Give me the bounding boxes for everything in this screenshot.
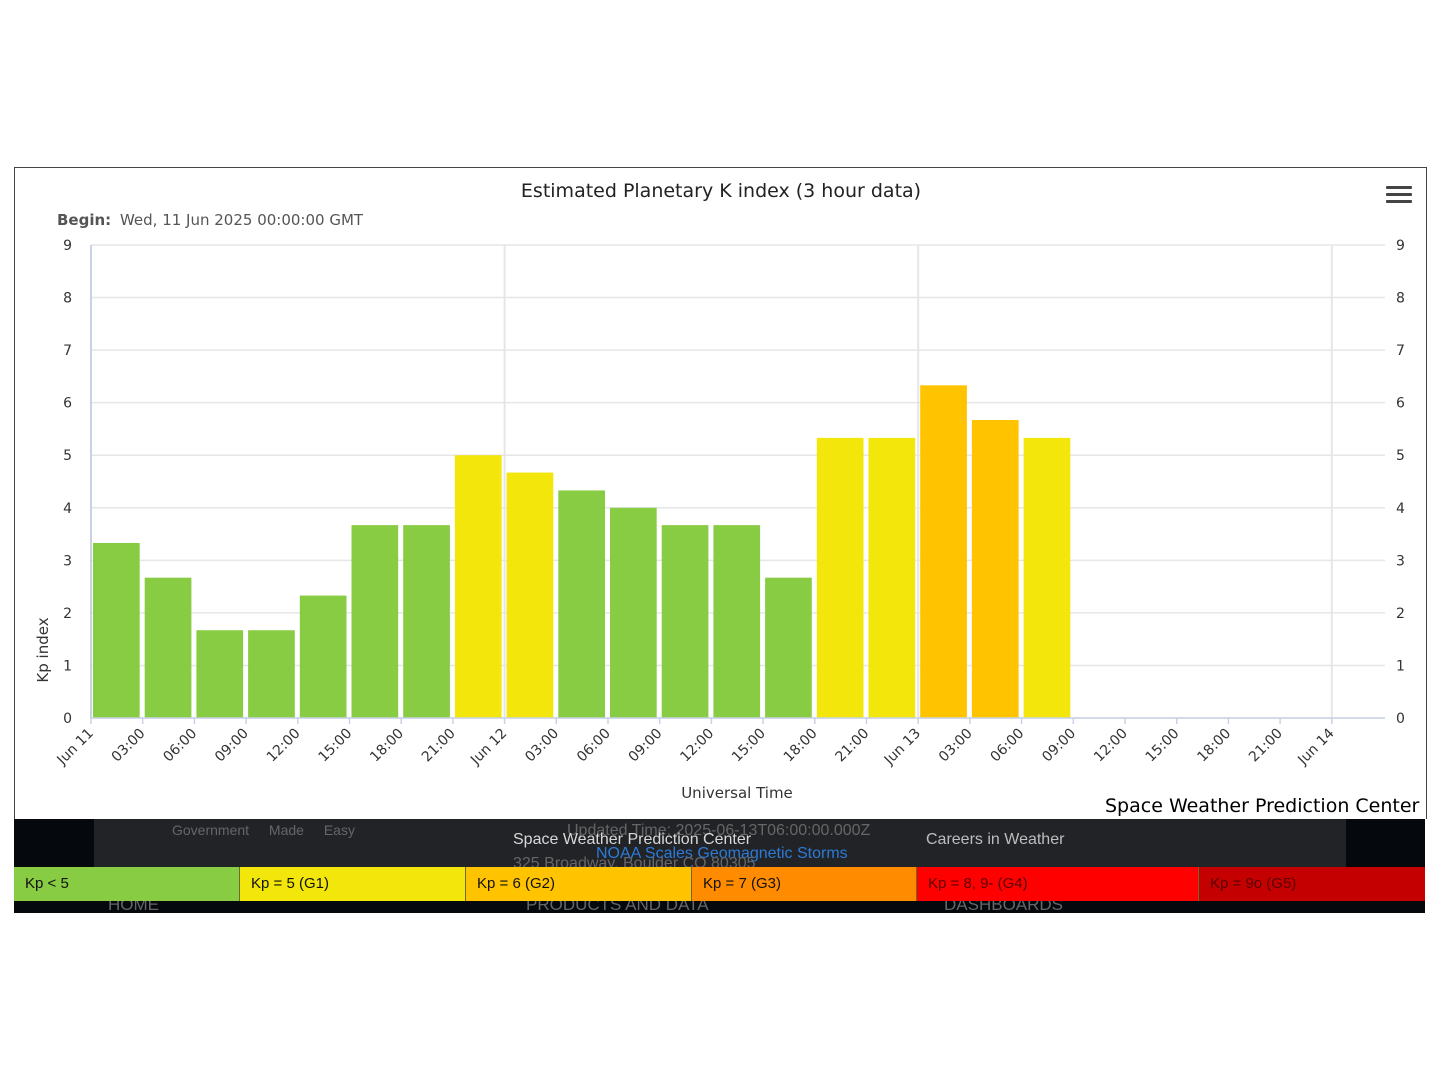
x-tick-label: 09:00: [212, 726, 252, 766]
kp-bar[interactable]: [920, 385, 967, 718]
y-tick-label-right: 9: [1396, 238, 1405, 254]
y-tick-label: 6: [63, 396, 72, 412]
x-tick-label: 12:00: [264, 726, 304, 766]
subtitle-value: Wed, 11 Jun 2025 00:00:00 GMT: [120, 211, 364, 229]
chart-subtitle: Begin: Wed, 11 Jun 2025 00:00:00 GMT: [57, 211, 364, 229]
y-tick-label: 7: [63, 343, 72, 359]
x-tick-label: 15:00: [1143, 726, 1183, 766]
kp-bar[interactable]: [713, 525, 761, 718]
background-page-footer-inner: [94, 819, 1346, 867]
x-tick-label: 12:00: [1091, 726, 1131, 766]
y-tick-label: 9: [63, 238, 72, 254]
scale-item-g2[interactable]: Kp = 6 (G2): [466, 867, 692, 901]
geomagnetic-scale-legend: Kp < 5 Kp = 5 (G1) Kp = 6 (G2) Kp = 7 (G…: [14, 867, 1425, 901]
chart-title: Estimated Planetary K index (3 hour data…: [521, 180, 921, 202]
kp-bar[interactable]: [661, 525, 709, 718]
y-tick-label-right: 1: [1396, 658, 1405, 674]
y-tick-label: 8: [63, 291, 72, 307]
menu-line: [1386, 200, 1412, 203]
updated-time: Updated Time: 2025-06-13T06:00:00.000Z: [567, 822, 871, 839]
kp-bar[interactable]: [403, 525, 450, 718]
y-tick-label: 3: [63, 553, 72, 569]
x-axis-title: Universal Time: [681, 784, 793, 802]
x-tick-label: 06:00: [988, 726, 1028, 766]
kp-bar[interactable]: [93, 542, 140, 718]
x-tick-label: 21:00: [1246, 726, 1286, 766]
kp-bar[interactable]: [506, 472, 554, 718]
x-tick-label: 09:00: [626, 726, 666, 766]
y-tick-label: 0: [63, 711, 72, 727]
scale-item-g5[interactable]: Kp = 9o (G5): [1199, 867, 1425, 901]
x-tick-label: 06:00: [574, 726, 614, 766]
scale-item-g4[interactable]: Kp = 8, 9- (G4): [917, 867, 1199, 901]
x-tick-label: Jun 12: [467, 726, 510, 769]
y-axis-title: Kp index: [34, 617, 52, 682]
x-tick-label: 21:00: [832, 726, 872, 766]
kp-bar[interactable]: [1023, 437, 1071, 718]
y-tick-label-right: 4: [1396, 501, 1405, 517]
y-tick-label-right: 5: [1396, 448, 1405, 464]
background-address-line1: Space Weather Prediction Center: [513, 831, 752, 848]
x-tick-label: 09:00: [1039, 726, 1079, 766]
background-logo-text: Government Made Easy: [172, 822, 355, 838]
y-tick-label-right: 0: [1396, 711, 1405, 727]
kp-bar[interactable]: [610, 507, 657, 718]
kp-bar[interactable]: [248, 630, 295, 718]
hamburger-menu-icon[interactable]: [1386, 186, 1412, 208]
x-tick-label: 06:00: [160, 726, 200, 766]
y-tick-label-right: 6: [1396, 396, 1405, 412]
scale-item-g1[interactable]: Kp = 5 (G1): [240, 867, 466, 901]
y-tick-label-right: 8: [1396, 291, 1405, 307]
kp-bar[interactable]: [351, 525, 399, 718]
noaa-scales-link[interactable]: NOAA Scales Geomagnetic Storms: [596, 845, 848, 862]
y-tick-label-right: 3: [1396, 553, 1405, 569]
x-tick-label: Jun 14: [1294, 725, 1337, 768]
x-tick-label: 03:00: [522, 726, 562, 766]
kp-chart: Estimated Planetary K index (3 hour data…: [34, 180, 1405, 802]
kp-bar[interactable]: [144, 577, 192, 718]
x-tick-label: 18:00: [781, 726, 821, 766]
x-tick-label: 12:00: [677, 726, 717, 766]
kp-bar[interactable]: [765, 577, 812, 718]
kp-bar[interactable]: [868, 437, 916, 718]
kp-bar[interactable]: [558, 490, 605, 718]
x-tick-label: 03:00: [109, 726, 149, 766]
y-tick-label: 4: [63, 501, 72, 517]
x-tick-label: 18:00: [367, 726, 407, 766]
y-tick-label-right: 7: [1396, 343, 1405, 359]
x-tick-label: 18:00: [1194, 726, 1234, 766]
chart-panel: Estimated Planetary K index (3 hour data…: [14, 167, 1427, 819]
y-tick-label: 1: [63, 658, 72, 674]
kp-bar[interactable]: [196, 630, 244, 718]
y-tick-label-right: 2: [1396, 606, 1405, 622]
x-tick-label: Jun 13: [881, 726, 924, 769]
kp-bar[interactable]: [299, 595, 347, 718]
kp-bar[interactable]: [816, 437, 864, 718]
x-tick-label: 03:00: [936, 726, 976, 766]
scale-item-g3[interactable]: Kp = 7 (G3): [692, 867, 917, 901]
y-tick-label: 2: [63, 606, 72, 622]
menu-line: [1386, 193, 1412, 196]
kp-bar[interactable]: [971, 420, 1019, 718]
x-tick-label: 21:00: [419, 726, 459, 766]
menu-line: [1386, 186, 1412, 189]
scale-item-kp-lt5[interactable]: Kp < 5: [14, 867, 240, 901]
x-tick-label: 15:00: [729, 726, 769, 766]
x-tick-label: 15:00: [315, 726, 355, 766]
bars-layer: [93, 385, 1071, 718]
credit-label: Space Weather Prediction Center: [1105, 795, 1420, 817]
background-careers: Careers in Weather: [926, 831, 1065, 848]
subtitle-label: Begin:: [57, 211, 111, 229]
x-tick-label: Jun 11: [54, 726, 97, 769]
y-tick-label: 5: [63, 448, 72, 464]
kp-bar[interactable]: [454, 455, 502, 718]
